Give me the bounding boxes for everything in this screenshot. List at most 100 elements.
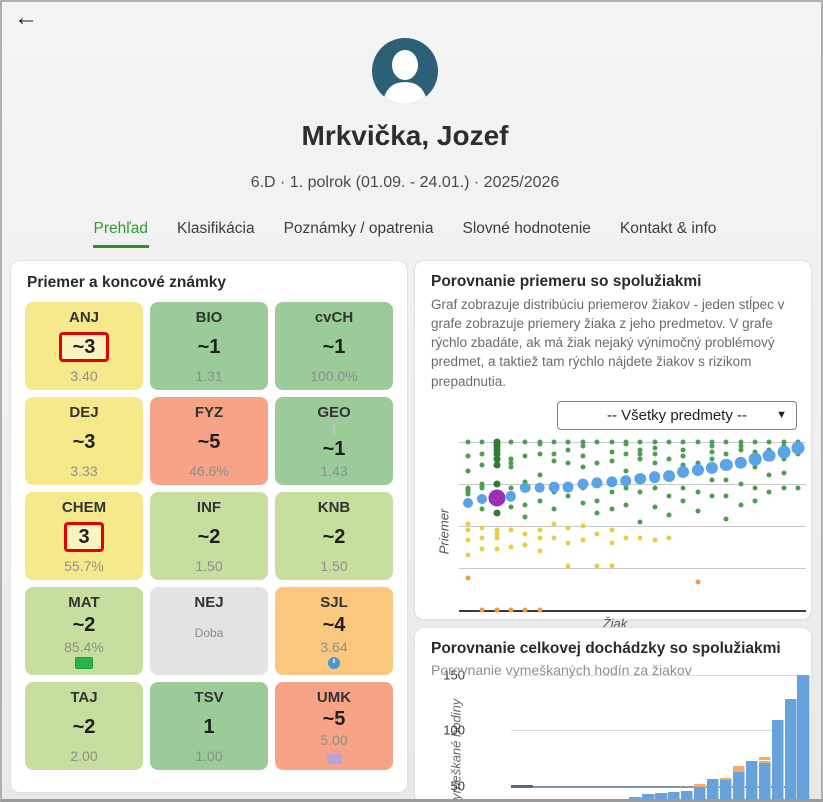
grade-dot: [652, 485, 658, 491]
attendance-bar-segment[interactable]: [668, 792, 681, 799]
student-average-dot[interactable]: [591, 476, 603, 489]
avatar: [372, 38, 438, 109]
subject-card-fyz[interactable]: FYZ ~5 46.6%: [150, 397, 268, 485]
student-average-dot[interactable]: [762, 449, 776, 462]
student-average-dot[interactable]: [520, 482, 531, 494]
attendance-bar-segment[interactable]: [681, 791, 694, 799]
student-average-dot[interactable]: [605, 476, 618, 488]
student-average-dot[interactable]: [620, 475, 632, 487]
student-average-dot[interactable]: [648, 471, 661, 484]
tab-preh-ad[interactable]: Prehľad: [92, 218, 150, 248]
grade-dot: [580, 500, 586, 506]
student-average-dot[interactable]: [577, 478, 589, 490]
attendance-bar-segment[interactable]: [719, 779, 733, 799]
student-average-dot[interactable]: [534, 482, 546, 493]
student-average-dot[interactable]: [505, 491, 517, 502]
tab-pozn-mky-opatrenia[interactable]: Poznámky / opatrenia: [283, 218, 435, 248]
student-average-dot[interactable]: [691, 464, 704, 477]
subject-card-sjl[interactable]: SJL ~4 3.64: [275, 587, 393, 675]
subject-card-bio[interactable]: BIO ~1 1.31: [150, 302, 268, 390]
attendance-bar-segment[interactable]: [784, 698, 797, 799]
subject-card-taj[interactable]: TAJ ~2 2.00: [25, 682, 143, 770]
back-button[interactable]: ←: [14, 4, 38, 31]
subject-card-dej[interactable]: DEJ ~3 3.33: [25, 397, 143, 485]
student-average-dot[interactable]: [463, 497, 473, 508]
grade-dot: [565, 460, 571, 466]
student-average-dot[interactable]: [777, 445, 791, 459]
subject-card-knb[interactable]: KNB ~2 1.50: [275, 492, 393, 580]
student-average-dot[interactable]: [634, 472, 646, 485]
grades-panel: Priemer a koncové známky ANJ ~3 3.40 BIO…: [10, 260, 408, 793]
subject-filter-dropdown[interactable]: -- Všetky predmety -- ▼: [557, 400, 797, 430]
subject-card-nej[interactable]: NEJ Doba: [150, 587, 268, 675]
grade-dot: [493, 480, 501, 488]
selected-student-dot[interactable]: [488, 489, 506, 507]
grade-dot: [493, 442, 501, 450]
grade-dot: [795, 485, 801, 491]
grade-dot: [508, 464, 514, 470]
attendance-bar-segment[interactable]: [629, 796, 642, 799]
green-rect-icon: [74, 657, 93, 669]
attendance-bar-segment[interactable]: [758, 759, 771, 762]
student-average-dot[interactable]: [562, 481, 574, 493]
grade-dot: [637, 535, 643, 541]
grade-dot: [623, 485, 629, 491]
subject-card-anj[interactable]: ANJ ~3 3.40: [25, 302, 143, 390]
attendance-bar-segment[interactable]: [694, 786, 707, 799]
student-average-dot[interactable]: [677, 466, 690, 479]
attendance-bar-segment[interactable]: [706, 778, 720, 799]
grade-dot: [680, 439, 686, 445]
student-average-dot[interactable]: [734, 456, 747, 470]
tab-kontakt-info[interactable]: Kontakt & info: [619, 218, 718, 248]
grade-dot: [522, 502, 528, 508]
student-average-dot[interactable]: [548, 481, 560, 493]
subject-code: CHEM: [61, 499, 107, 516]
attendance-bar-segment[interactable]: [642, 794, 655, 799]
student-average-dot[interactable]: [720, 458, 733, 472]
grade-dot: [623, 535, 629, 541]
subject-card-mat[interactable]: MAT ~2 85.4%: [25, 587, 143, 675]
attendance-bar-segment[interactable]: [745, 761, 759, 799]
student-average-dot[interactable]: [662, 470, 675, 483]
tab-slovn-hodnotenie[interactable]: Slovné hodnotenie: [462, 218, 592, 248]
grade-dot: [551, 506, 557, 512]
average-value: 85.4%: [64, 639, 104, 655]
attendance-bar-segment[interactable]: [758, 761, 771, 764]
grade-dot: [637, 519, 643, 525]
grade-dot: [652, 439, 658, 445]
grade-dot: [637, 451, 643, 457]
grade-dot: [465, 552, 471, 558]
subject-code: GEO: [317, 404, 351, 421]
subject-code: BIO: [195, 309, 223, 326]
grade-dot: [680, 485, 686, 491]
attendance-bar-segment[interactable]: [655, 793, 668, 799]
student-average-dot[interactable]: [477, 494, 488, 505]
grade-dot: [695, 460, 701, 466]
attendance-bar-segment[interactable]: [694, 784, 707, 787]
attendance-bar-segment[interactable]: [771, 720, 784, 799]
attendance-bar-segment[interactable]: [719, 777, 733, 780]
subject-card-tsv[interactable]: TSV 1 1.00: [150, 682, 268, 770]
attendance-bar-segment[interactable]: [758, 763, 771, 799]
attendance-bar-segment[interactable]: [732, 765, 746, 773]
subject-card-cvch[interactable]: cvCH ~1 100.0%: [275, 302, 393, 390]
grade-dot: [637, 447, 643, 453]
attendance-bar-segment[interactable]: [732, 772, 746, 799]
grade-dot: [479, 525, 485, 531]
grade-dot: [623, 451, 629, 457]
tab-klasifik-cia[interactable]: Klasifikácia: [176, 218, 256, 248]
attendance-bar-segment[interactable]: [758, 756, 771, 760]
average-value: 46.6%: [189, 463, 229, 479]
student-average-dot[interactable]: [705, 461, 719, 474]
grade-dot: [537, 607, 543, 613]
subject-card-geo[interactable]: GEO ~1 1.43: [275, 397, 393, 485]
subject-card-chem[interactable]: CHEM 3 55.7%: [25, 492, 143, 580]
grade-dot: [479, 506, 485, 512]
student-average-dot[interactable]: [748, 453, 762, 466]
student-average-dot[interactable]: [791, 441, 805, 455]
subject-card-umk[interactable]: UMK ~5 5.00: [275, 682, 393, 770]
grade-dot: [522, 542, 528, 548]
subject-card-inf[interactable]: INF ~2 1.50: [150, 492, 268, 580]
attendance-bar-segment[interactable]: [797, 674, 810, 799]
